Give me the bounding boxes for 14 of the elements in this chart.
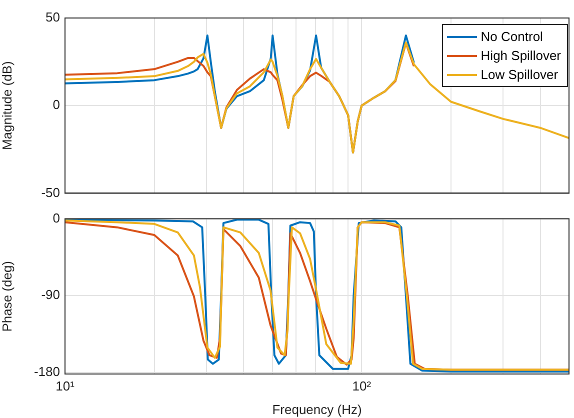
y-tick-label: 50: [46, 10, 60, 25]
y-tick-label: 0: [52, 210, 60, 226]
legend-label: High Spillover: [480, 48, 561, 63]
y-tick-label: -90: [41, 287, 60, 302]
x-axis-title: Frequency (Hz): [272, 402, 362, 417]
y-axis-title: Phase (deg): [0, 260, 14, 332]
x-tick-label: 10²: [352, 378, 372, 394]
legend-label: Low Spillover: [480, 67, 558, 82]
x-tick-label: 10¹: [56, 378, 76, 394]
y-tick-label: -180: [34, 364, 60, 379]
y-tick-label: 0: [52, 97, 60, 112]
y-tick-label: -50: [41, 184, 60, 200]
y-axis-title: Magnitude (dB): [0, 61, 14, 150]
legend-label: No Control: [480, 29, 543, 44]
